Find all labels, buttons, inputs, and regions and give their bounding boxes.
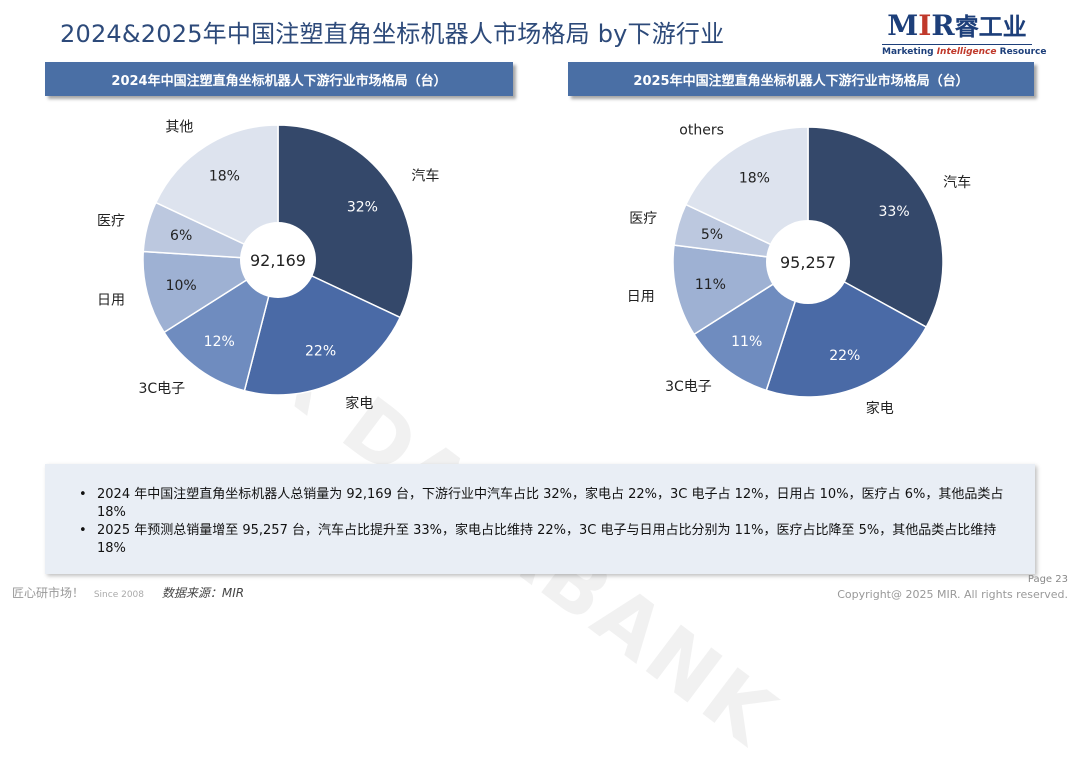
value-label-jiadian: 22% — [829, 348, 860, 364]
copyright: Copyright@ 2025 MIR. All rights reserved… — [837, 588, 1068, 601]
mir-logo: MIR睿工业 Marketing Intelligence Resource — [882, 9, 1047, 57]
category-label-others: others — [679, 122, 724, 138]
chart-2024-title: 2024年中国注塑直角坐标机器人下游行业市场格局（台） — [45, 62, 513, 96]
value-label-qiche: 33% — [879, 204, 910, 220]
summary-item-2025: 2025 年预测总销量增至 95,257 台，汽车占比提升至 33%，家电占比维… — [75, 522, 1005, 558]
category-label-qita: 其他 — [165, 120, 193, 136]
center-total-label: 95,257 — [780, 253, 836, 272]
category-label-3c: 3C电子 — [138, 381, 185, 397]
pie-chart-2024: 32% 汽车 22% 家电 12% 3C电子 10% 日用 6% 医疗 18% 其他 92,169 — [97, 120, 439, 412]
category-label-jiadian: 家电 — [866, 400, 894, 417]
slice-3c-2025 — [692, 260, 810, 392]
value-label-yiliao: 5% — [701, 227, 723, 243]
page-number: Page 23 — [1027, 574, 1068, 585]
value-label-qiche: 32% — [347, 199, 378, 215]
category-label-riyong: 日用 — [627, 289, 655, 305]
value-label-others: 18% — [739, 171, 770, 187]
summary-box: 2024 年中国注塑直角坐标机器人总销量为 92,169 台，下游行业中汽车占比… — [45, 464, 1035, 574]
pie-charts: 32% 汽车 22% 家电 12% 3C电子 10% 日用 6% 医疗 18% 其他 92,169 33… — [97, 120, 971, 417]
center-hole — [766, 220, 850, 304]
value-label-3c: 12% — [204, 334, 235, 350]
slice-3c-2024 — [162, 258, 280, 392]
category-label-3c: 3C电子 — [665, 379, 712, 395]
footer-since: Since 2008 — [93, 590, 145, 600]
center-total-label: 92,169 — [250, 251, 306, 270]
value-label-yiliao: 6% — [170, 228, 192, 244]
logo-tagline: Marketing Intelligence Resource — [882, 44, 1047, 57]
category-label-jiadian: 家电 — [345, 395, 373, 412]
slice-qita-2024 — [154, 124, 279, 262]
footer-left: 匠心研市场！ Since 2008 数据来源：MIR — [12, 584, 244, 601]
pie-chart-2025: 33% 汽车 22% 家电 11% 3C电子 11% 日用 5% 医疗 18% others 95,25… — [627, 122, 971, 417]
footer-slogan: 匠心研市场！ — [12, 586, 85, 600]
category-label-qiche: 汽车 — [411, 167, 439, 184]
summary-item-2024: 2024 年中国注塑直角坐标机器人总销量为 92,169 台，下游行业中汽车占比… — [75, 486, 1005, 522]
center-hole — [240, 222, 316, 298]
footer-source: 数据来源：MIR — [161, 586, 245, 600]
value-label-riyong: 10% — [166, 278, 197, 294]
chart-2025-title: 2025年中国注塑直角坐标机器人下游行业市场格局（台） — [568, 62, 1034, 96]
page-title: 2024&2025年中国注塑直角坐标机器人市场格局 by下游行业 — [60, 20, 725, 48]
value-label-riyong: 11% — [695, 277, 726, 293]
category-label-riyong: 日用 — [97, 292, 125, 308]
logo-wordmark: MIR睿工业 — [887, 9, 1027, 42]
category-label-yiliao: 医疗 — [629, 211, 657, 227]
slice-others-2025 — [684, 126, 809, 264]
value-label-jiadian: 22% — [305, 343, 336, 359]
value-label-3c: 11% — [731, 334, 762, 350]
value-label-qita: 18% — [209, 169, 240, 185]
category-label-qiche: 汽车 — [943, 174, 971, 191]
category-label-yiliao: 医疗 — [97, 214, 125, 230]
